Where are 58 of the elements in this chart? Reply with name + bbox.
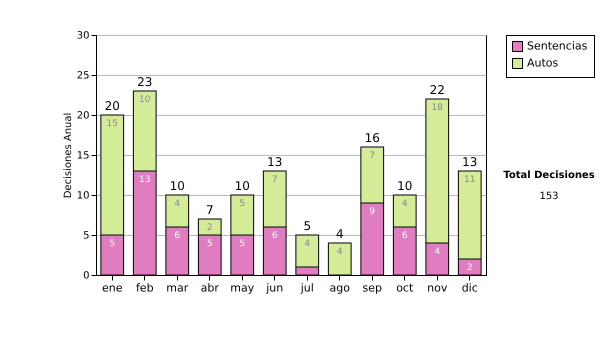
total-label: 16 — [364, 131, 380, 145]
data-label: 10 — [139, 95, 151, 105]
total-label: 20 — [104, 99, 120, 113]
x-tick-label: ago — [330, 282, 350, 294]
data-label: 15 — [106, 119, 118, 129]
legend-label: Sentencias — [527, 40, 588, 52]
y-tick-label: 20 — [76, 110, 90, 122]
legend-label: Autos — [527, 56, 559, 70]
data-label: 7 — [272, 175, 278, 185]
data-label: 6 — [174, 231, 180, 241]
data-label: 5 — [109, 239, 116, 249]
total-label: 22 — [430, 83, 445, 97]
y-tick-label: 0 — [83, 270, 90, 282]
x-tick-label: mar — [166, 282, 189, 294]
total-label: 13 — [462, 155, 478, 169]
y-tick-label: 30 — [76, 30, 90, 42]
y-tick-label: 10 — [76, 190, 90, 202]
x-tick-label: jul — [300, 282, 314, 294]
x-tick-label: jun — [265, 282, 284, 294]
data-label: 4 — [434, 247, 440, 257]
y-tick-label: 15 — [76, 150, 90, 162]
data-label: 9 — [369, 207, 376, 217]
x-tick-label: dic — [462, 282, 478, 294]
total-label: 7 — [206, 203, 214, 217]
data-label: 6 — [402, 231, 408, 241]
total-label: 13 — [267, 155, 282, 169]
data-label: 5 — [206, 239, 213, 249]
total-label: 10 — [397, 179, 412, 193]
x-tick-label: may — [230, 282, 255, 294]
total-label: 10 — [234, 179, 250, 193]
x-tick-label: oct — [396, 282, 414, 294]
total-label: 23 — [137, 75, 152, 89]
data-label: 6 — [272, 231, 278, 241]
text: Total Decisiones — [502, 170, 596, 181]
y-tick-label: 25 — [76, 70, 90, 82]
data-label: 2 — [466, 263, 473, 273]
x-tick-label: abr — [200, 282, 220, 294]
total-label: 5 — [303, 219, 312, 233]
x-tick-label: sep — [362, 282, 382, 294]
x-tick-label: nov — [427, 282, 448, 294]
data-label: 5 — [239, 199, 246, 209]
data-label: 13 — [139, 175, 150, 185]
total-label: 10 — [170, 179, 185, 193]
y-tick-label: 5 — [83, 230, 90, 242]
data-label: 4 — [336, 247, 343, 257]
data-label: 5 — [239, 239, 246, 249]
x-tick-label: ene — [102, 282, 123, 294]
text: 153 — [538, 191, 560, 202]
data-label: 2 — [206, 223, 213, 233]
y-axis-title: Decisiones Anual — [62, 112, 74, 198]
total-label: 4 — [336, 227, 344, 241]
data-label: 4 — [304, 239, 310, 249]
data-label: 11 — [464, 175, 476, 185]
data-label: 4 — [174, 199, 180, 209]
data-label: 4 — [402, 199, 408, 209]
data-label: 7 — [369, 151, 376, 161]
x-tick-label: feb — [136, 282, 154, 294]
data-label: 18 — [432, 103, 444, 113]
